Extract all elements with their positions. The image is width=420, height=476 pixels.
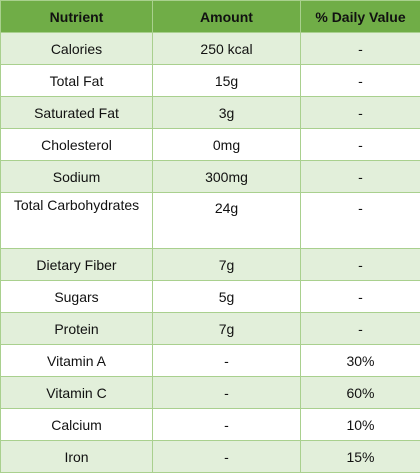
daily-value-cell: - [300, 128, 420, 161]
nutrient-cell: Sugars [0, 280, 153, 313]
daily-value-cell: 30% [300, 344, 420, 377]
amount-cell: - [152, 376, 301, 409]
daily-value-cell: - [300, 64, 420, 97]
amount-cell: 0mg [152, 128, 301, 161]
daily-value-cell: - [300, 96, 420, 129]
amount-cell: 24g [152, 192, 301, 249]
nutrient-cell: Total Fat [0, 64, 153, 97]
table-row: Vitamin A - 30% [0, 344, 420, 377]
table-row: Calcium - 10% [0, 408, 420, 441]
amount-cell: 7g [152, 312, 301, 345]
daily-value-cell: - [300, 280, 420, 313]
header-daily-value: % Daily Value [300, 0, 420, 33]
header-amount: Amount [152, 0, 301, 33]
amount-cell: 300mg [152, 160, 301, 193]
amount-cell: 15g [152, 64, 301, 97]
nutrient-cell: Cholesterol [0, 128, 153, 161]
table-row: Calories 250 kcal - [0, 32, 420, 65]
table-row: Sugars 5g - [0, 280, 420, 313]
daily-value-cell: - [300, 160, 420, 193]
table-row: Saturated Fat 3g - [0, 96, 420, 129]
nutrient-cell: Total Carbohydrates [0, 192, 153, 249]
nutrient-cell: Calcium [0, 408, 153, 441]
amount-cell: 7g [152, 248, 301, 281]
daily-value-cell: - [300, 32, 420, 65]
table-row: Sodium 300mg - [0, 160, 420, 193]
amount-cell: 3g [152, 96, 301, 129]
amount-cell: 250 kcal [152, 32, 301, 65]
nutrient-cell: Dietary Fiber [0, 248, 153, 281]
table-row: Cholesterol 0mg - [0, 128, 420, 161]
daily-value-cell: 60% [300, 376, 420, 409]
amount-cell: - [152, 408, 301, 441]
table-row: Dietary Fiber 7g - [0, 248, 420, 281]
table-row: Iron - 15% [0, 440, 420, 473]
amount-cell: - [152, 440, 301, 473]
daily-value-cell: - [300, 192, 420, 249]
daily-value-cell: 15% [300, 440, 420, 473]
daily-value-cell: - [300, 248, 420, 281]
header-nutrient: Nutrient [0, 0, 153, 33]
amount-cell: - [152, 344, 301, 377]
nutrient-cell: Iron [0, 440, 153, 473]
table-row: Total Carbohydrates 24g - [0, 192, 420, 249]
table-row: Vitamin C - 60% [0, 376, 420, 409]
nutrient-cell: Vitamin C [0, 376, 153, 409]
table-row: Protein 7g - [0, 312, 420, 345]
amount-cell: 5g [152, 280, 301, 313]
daily-value-cell: - [300, 312, 420, 345]
nutrient-cell: Sodium [0, 160, 153, 193]
nutrient-cell: Protein [0, 312, 153, 345]
table-row: Total Fat 15g - [0, 64, 420, 97]
daily-value-cell: 10% [300, 408, 420, 441]
nutrient-cell: Vitamin A [0, 344, 153, 377]
nutrient-cell: Saturated Fat [0, 96, 153, 129]
table-header-row: Nutrient Amount % Daily Value [0, 0, 420, 33]
nutrient-cell: Calories [0, 32, 153, 65]
